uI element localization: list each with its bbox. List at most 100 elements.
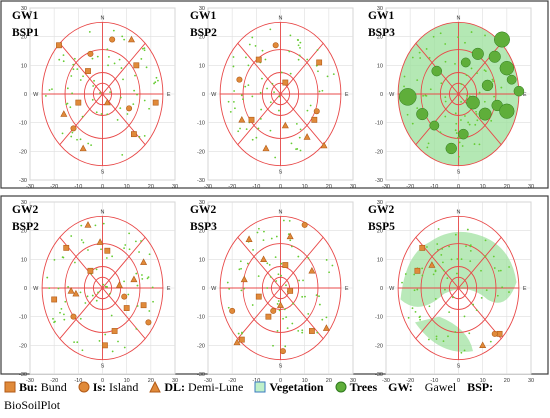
vegetation-dot: [134, 74, 136, 77]
vegetation-dot: [143, 47, 146, 50]
vegetation-dot: [269, 275, 272, 278]
vegetation-dot: [239, 260, 242, 263]
vegetation-dot: [99, 92, 101, 94]
vegetation-dot: [441, 248, 444, 250]
vegetation-dot: [102, 222, 105, 225]
vegetation-dot: [248, 43, 251, 46]
vegetation-dot: [104, 285, 107, 288]
vegetation-dot: [500, 86, 503, 89]
vegetation-dot: [274, 256, 277, 259]
y-tick-label: -10: [197, 315, 205, 321]
vegetation-dot: [87, 249, 89, 251]
panel-subtitle: BSP3: [190, 221, 217, 233]
vegetation-dot: [419, 57, 422, 59]
vegetation-dot: [299, 149, 302, 152]
vegetation-dot: [483, 69, 486, 72]
panel-subtitle: BSP1: [12, 27, 39, 39]
vegetation-dot: [401, 281, 403, 284]
vegetation-dot: [92, 85, 95, 87]
demilune-marker: [479, 341, 487, 349]
vegetation-dot: [469, 249, 472, 252]
vegetation-dot: [70, 235, 73, 237]
vegetation-dot: [143, 49, 146, 52]
vegetation-dot: [118, 58, 121, 61]
demilune-marker: [428, 261, 436, 268]
vegetation-dot: [483, 100, 486, 103]
y-tick-label: 30: [199, 200, 205, 206]
vegetation-dot: [290, 142, 293, 145]
vegetation-dot: [112, 29, 115, 32]
legend-row: Bu: Bund Is: Island DL: Demi-Lune Vegeta…: [4, 380, 501, 398]
bund-marker: [51, 296, 58, 303]
vegetation-dot: [454, 62, 456, 65]
vegetation-dot: [251, 36, 254, 39]
vegetation-dot: [62, 60, 65, 63]
vegetation-dot: [432, 35, 435, 38]
demilune-marker: [79, 144, 87, 152]
y-tick-label: 10: [199, 63, 205, 69]
vegetation-dot: [76, 68, 79, 70]
bund-marker: [63, 244, 70, 251]
x-tick-label: 20: [504, 378, 510, 384]
x-tick-label: -30: [26, 378, 34, 384]
vegetation-dot: [70, 135, 73, 138]
vegetation-dot: [145, 66, 148, 69]
vegetation-dot: [299, 128, 302, 131]
vegetation-dot: [455, 122, 458, 125]
vegetation-dot: [272, 344, 274, 347]
vegetation-dot: [246, 262, 249, 265]
island-marker: [109, 36, 116, 43]
vegetation-dot: [456, 272, 458, 275]
vegetation-dot: [72, 63, 75, 66]
vegetation-dot: [136, 305, 139, 307]
x-tick-label: 0: [457, 378, 460, 384]
compass-west: W: [211, 286, 217, 292]
vegetation-dot: [473, 143, 476, 145]
vegetation-dot: [475, 110, 477, 113]
vegetation-dot: [251, 304, 254, 306]
tree-marker: [481, 79, 494, 92]
vegetation-dot: [475, 113, 478, 115]
vegetation-dot: [289, 72, 292, 75]
vegetation-dot: [67, 286, 70, 288]
vegetation-dot: [331, 264, 334, 267]
panel-5: -30-30 -20 -20 -10 -10 0 0 10 10 20 20 30 30 N S E W GW2 B…: [190, 200, 356, 384]
bund-marker: [316, 59, 323, 66]
island-marker: [272, 42, 279, 49]
vegetation-dot: [48, 287, 51, 290]
compass-south: S: [279, 170, 283, 176]
y-tick-label: 20: [377, 229, 383, 235]
vegetation-dot: [124, 244, 127, 246]
vegetation-dot: [434, 269, 437, 272]
vegetation-dot: [316, 49, 319, 51]
vegetation-dot: [444, 60, 447, 63]
vegetation-dot: [264, 58, 267, 61]
bund-marker: [131, 131, 137, 138]
diagonal-line: [59, 237, 146, 339]
vegetation-dot: [432, 273, 435, 276]
vegetation-dot: [46, 276, 49, 279]
vegetation-dot: [478, 143, 481, 146]
y-tick-label: 20: [377, 35, 383, 41]
vegetation-dot: [501, 286, 504, 289]
vegetation-dot: [251, 95, 254, 98]
vegetation-dot: [63, 318, 66, 321]
vegetation-dot: [277, 273, 280, 276]
vegetation-dot: [148, 253, 151, 256]
compass-west: W: [33, 92, 39, 98]
vegetation-dot: [460, 351, 463, 354]
vegetation-dot: [437, 228, 440, 230]
vegetation-dot: [104, 333, 107, 336]
vegetation-dot: [97, 291, 99, 294]
y-tick-label: -30: [197, 178, 205, 184]
legend-trees: Trees: [335, 380, 377, 395]
vegetation-dot: [117, 340, 119, 343]
vegetation-dot: [480, 296, 483, 299]
vegetation-dot: [274, 156, 277, 159]
panel-title: GW2: [368, 204, 394, 216]
y-tick-label: 30: [21, 6, 27, 12]
bund-marker: [140, 302, 147, 309]
y-tick-label: 30: [377, 6, 383, 12]
y-tick-label: 0: [24, 92, 27, 98]
vegetation-dot: [444, 43, 447, 45]
